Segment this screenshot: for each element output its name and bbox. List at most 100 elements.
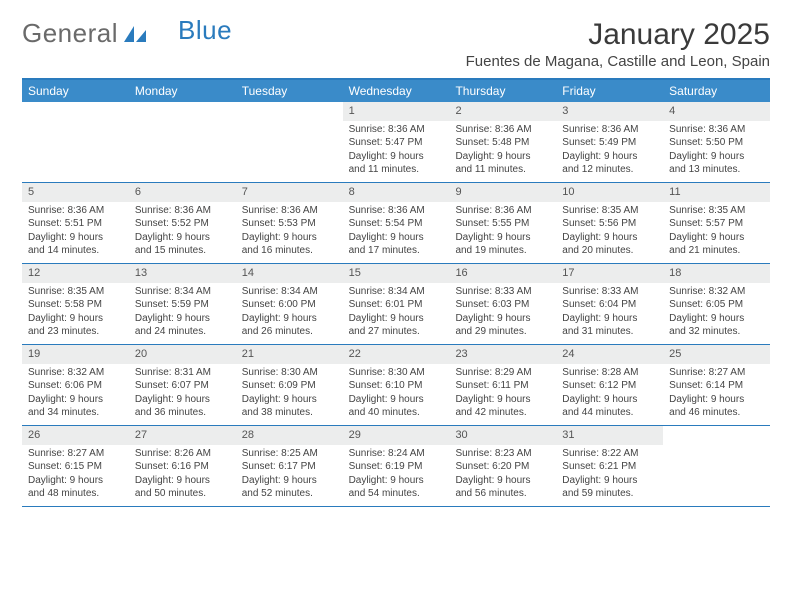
day-line: and 15 minutes. <box>135 244 230 258</box>
day-line: Daylight: 9 hours <box>455 393 550 407</box>
day-cell: 9Sunrise: 8:36 AMSunset: 5:55 PMDaylight… <box>449 183 556 263</box>
day-number: 31 <box>556 426 663 445</box>
day-line: Sunrise: 8:32 AM <box>669 285 764 299</box>
day-body: Sunrise: 8:34 AMSunset: 6:00 PMDaylight:… <box>236 285 343 339</box>
logo-word-2: Blue <box>178 15 232 46</box>
day-line: Sunset: 5:51 PM <box>28 217 123 231</box>
day-body: Sunrise: 8:27 AMSunset: 6:15 PMDaylight:… <box>22 447 129 501</box>
day-body: Sunrise: 8:36 AMSunset: 5:50 PMDaylight:… <box>663 123 770 177</box>
day-number: 6 <box>129 183 236 202</box>
day-line: Daylight: 9 hours <box>349 393 444 407</box>
day-cell: 20Sunrise: 8:31 AMSunset: 6:07 PMDayligh… <box>129 345 236 425</box>
day-number: 19 <box>22 345 129 364</box>
day-cell: 11Sunrise: 8:35 AMSunset: 5:57 PMDayligh… <box>663 183 770 263</box>
day-line: Sunrise: 8:31 AM <box>135 366 230 380</box>
day-line: and 50 minutes. <box>135 487 230 501</box>
title-block: January 2025 Fuentes de Magana, Castille… <box>466 18 770 70</box>
day-line: Sunrise: 8:36 AM <box>455 204 550 218</box>
day-cell: 22 Sunrise: 8:30 AMSunset: 6:10 PMDayligh… <box>343 345 450 425</box>
day-cell <box>129 102 236 182</box>
month-title: January 2025 <box>466 18 770 51</box>
day-number: 5 <box>22 183 129 202</box>
day-line: and 29 minutes. <box>455 325 550 339</box>
day-line: Sunset: 6:14 PM <box>669 379 764 393</box>
day-line: Sunrise: 8:22 AM <box>562 447 657 461</box>
day-line: Sunset: 6:09 PM <box>242 379 337 393</box>
day-cell: 24Sunrise: 8:28 AMSunset: 6:12 PMDayligh… <box>556 345 663 425</box>
day-line: Sunrise: 8:27 AM <box>28 447 123 461</box>
day-line: Daylight: 9 hours <box>562 393 657 407</box>
day-cell: 12Sunrise: 8:35 AMSunset: 5:58 PMDayligh… <box>22 264 129 344</box>
weekday-header-row: SundayMondayTuesdayWednesdayThursdayFrid… <box>22 80 770 102</box>
weekday-header: Sunday <box>22 80 129 102</box>
day-line: Sunrise: 8:35 AM <box>562 204 657 218</box>
day-line: and 38 minutes. <box>242 406 337 420</box>
day-number: 25 <box>663 345 770 364</box>
day-line: and 34 minutes. <box>28 406 123 420</box>
day-cell: 7Sunrise: 8:36 AMSunset: 5:53 PMDaylight… <box>236 183 343 263</box>
day-number: 16 <box>449 264 556 283</box>
day-cell: 31Sunrise: 8:22 AMSunset: 6:21 PMDayligh… <box>556 426 663 506</box>
day-line: and 17 minutes. <box>349 244 444 258</box>
day-cell: 10Sunrise: 8:35 AMSunset: 5:56 PMDayligh… <box>556 183 663 263</box>
day-line: Daylight: 9 hours <box>135 393 230 407</box>
day-body: Sunrise: 8:33 AMSunset: 6:04 PMDaylight:… <box>556 285 663 339</box>
day-line: and 44 minutes. <box>562 406 657 420</box>
day-line: Daylight: 9 hours <box>349 312 444 326</box>
day-line: Sunrise: 8:28 AM <box>562 366 657 380</box>
day-line: Daylight: 9 hours <box>455 231 550 245</box>
day-number: 22 <box>343 345 450 364</box>
day-line: Daylight: 9 hours <box>135 474 230 488</box>
day-number: 9 <box>449 183 556 202</box>
day-line: Sunset: 5:47 PM <box>349 136 444 150</box>
day-body: Sunrise: 8:26 AMSunset: 6:16 PMDaylight:… <box>129 447 236 501</box>
day-line: Sunset: 6:05 PM <box>669 298 764 312</box>
day-cell: 28Sunrise: 8:25 AMSunset: 6:17 PMDayligh… <box>236 426 343 506</box>
day-line: Sunrise: 8:33 AM <box>455 285 550 299</box>
day-number: 1 <box>343 102 450 121</box>
day-line: Sunset: 6:19 PM <box>349 460 444 474</box>
day-line: and 59 minutes. <box>562 487 657 501</box>
day-number: 12 <box>22 264 129 283</box>
day-line: Sunrise: 8:32 AM <box>28 366 123 380</box>
day-number: 28 <box>236 426 343 445</box>
day-line: Sunset: 5:58 PM <box>28 298 123 312</box>
day-cell: 27Sunrise: 8:26 AMSunset: 6:16 PMDayligh… <box>129 426 236 506</box>
day-line: Daylight: 9 hours <box>562 312 657 326</box>
day-line: Sunset: 6:20 PM <box>455 460 550 474</box>
day-cell: 3Sunrise: 8:36 AMSunset: 5:49 PMDaylight… <box>556 102 663 182</box>
day-line: Sunrise: 8:36 AM <box>242 204 337 218</box>
day-line: Sunrise: 8:27 AM <box>669 366 764 380</box>
day-cell: 17Sunrise: 8:33 AMSunset: 6:04 PMDayligh… <box>556 264 663 344</box>
day-body: Sunrise: 8:24 AMSunset: 6:19 PMDaylight:… <box>343 447 450 501</box>
day-line: Daylight: 9 hours <box>349 231 444 245</box>
day-cell: 2Sunrise: 8:36 AMSunset: 5:48 PMDaylight… <box>449 102 556 182</box>
day-cell: 29Sunrise: 8:24 AMSunset: 6:19 PMDayligh… <box>343 426 450 506</box>
day-line: Daylight: 9 hours <box>28 474 123 488</box>
day-line: Daylight: 9 hours <box>455 312 550 326</box>
day-cell <box>663 426 770 506</box>
day-line: and 26 minutes. <box>242 325 337 339</box>
day-line: Sunset: 5:50 PM <box>669 136 764 150</box>
day-line: Sunrise: 8:36 AM <box>455 123 550 137</box>
day-body: Sunrise: 8:36 AMSunset: 5:52 PMDaylight:… <box>129 204 236 258</box>
day-body: Sunrise: 8:35 AMSunset: 5:56 PMDaylight:… <box>556 204 663 258</box>
day-line: and 11 minutes. <box>349 163 444 177</box>
day-line: Sunrise: 8:36 AM <box>135 204 230 218</box>
day-line: Daylight: 9 hours <box>242 474 337 488</box>
weekday-header: Friday <box>556 80 663 102</box>
day-line: and 12 minutes. <box>562 163 657 177</box>
day-line: and 40 minutes. <box>349 406 444 420</box>
day-line: Sunset: 6:03 PM <box>455 298 550 312</box>
day-line: Sunset: 5:54 PM <box>349 217 444 231</box>
day-body: Sunrise: 8:32 AMSunset: 6:05 PMDaylight:… <box>663 285 770 339</box>
day-line: Daylight: 9 hours <box>562 150 657 164</box>
week-row: 12Sunrise: 8:35 AMSunset: 5:58 PMDayligh… <box>22 264 770 345</box>
day-cell: 13Sunrise: 8:34 AMSunset: 5:59 PMDayligh… <box>129 264 236 344</box>
day-cell: 8Sunrise: 8:36 AMSunset: 5:54 PMDaylight… <box>343 183 450 263</box>
day-cell: 25Sunrise: 8:27 AMSunset: 6:14 PMDayligh… <box>663 345 770 425</box>
day-body: Sunrise: 8:30 AMSunset: 6:10 PMDaylight:… <box>343 366 450 420</box>
day-line: Sunset: 5:49 PM <box>562 136 657 150</box>
day-line: and 20 minutes. <box>562 244 657 258</box>
day-number: 8 <box>343 183 450 202</box>
